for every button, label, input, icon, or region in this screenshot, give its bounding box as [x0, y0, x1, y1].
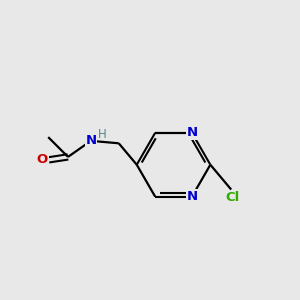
Text: O: O	[37, 153, 48, 166]
Text: N: N	[186, 126, 197, 139]
Text: N: N	[186, 190, 197, 203]
Text: H: H	[98, 128, 106, 141]
Text: N: N	[85, 134, 97, 147]
Text: Cl: Cl	[226, 191, 240, 204]
